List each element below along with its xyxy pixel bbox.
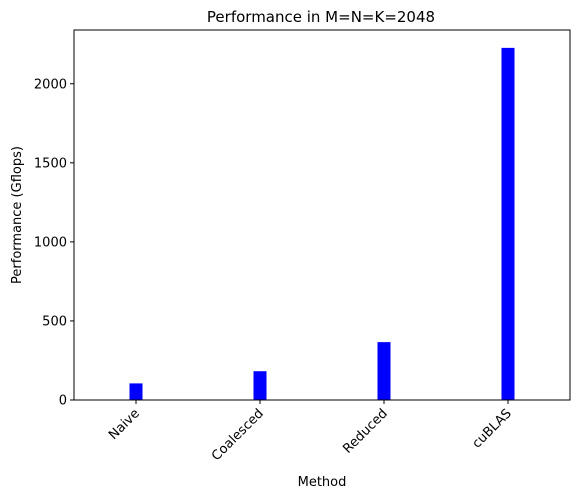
- bar-naive: [129, 383, 143, 400]
- x-tick-label-naive: Naive: [106, 406, 143, 443]
- y-tick-label: 1500: [34, 156, 67, 171]
- y-tick-label: 2000: [34, 77, 67, 92]
- chart-title: Performance in M=N=K=2048: [207, 8, 435, 26]
- bar-coalesced: [253, 371, 267, 400]
- bar-cublas: [501, 47, 515, 400]
- y-axis-ticks: 0 500 1000 1500 2000: [34, 77, 74, 409]
- x-axis-label: Method: [298, 475, 347, 490]
- x-tick-label-reduced: Reduced: [340, 406, 390, 456]
- plot-frame: [73, 29, 571, 401]
- y-axis-label: Performance (Gflops): [10, 146, 25, 284]
- y-tick-label: 500: [42, 314, 67, 329]
- x-tick-label-coalesced: Coalesced: [209, 406, 267, 464]
- bars-layer: [129, 47, 515, 400]
- bar-reduced: [377, 342, 391, 400]
- x-axis-ticks: Naive Coalesced Reduced cuBLAS: [106, 400, 515, 464]
- y-tick-label: 1000: [34, 235, 67, 250]
- x-tick-label-cublas: cuBLAS: [470, 406, 515, 451]
- y-tick-label: 0: [59, 394, 67, 409]
